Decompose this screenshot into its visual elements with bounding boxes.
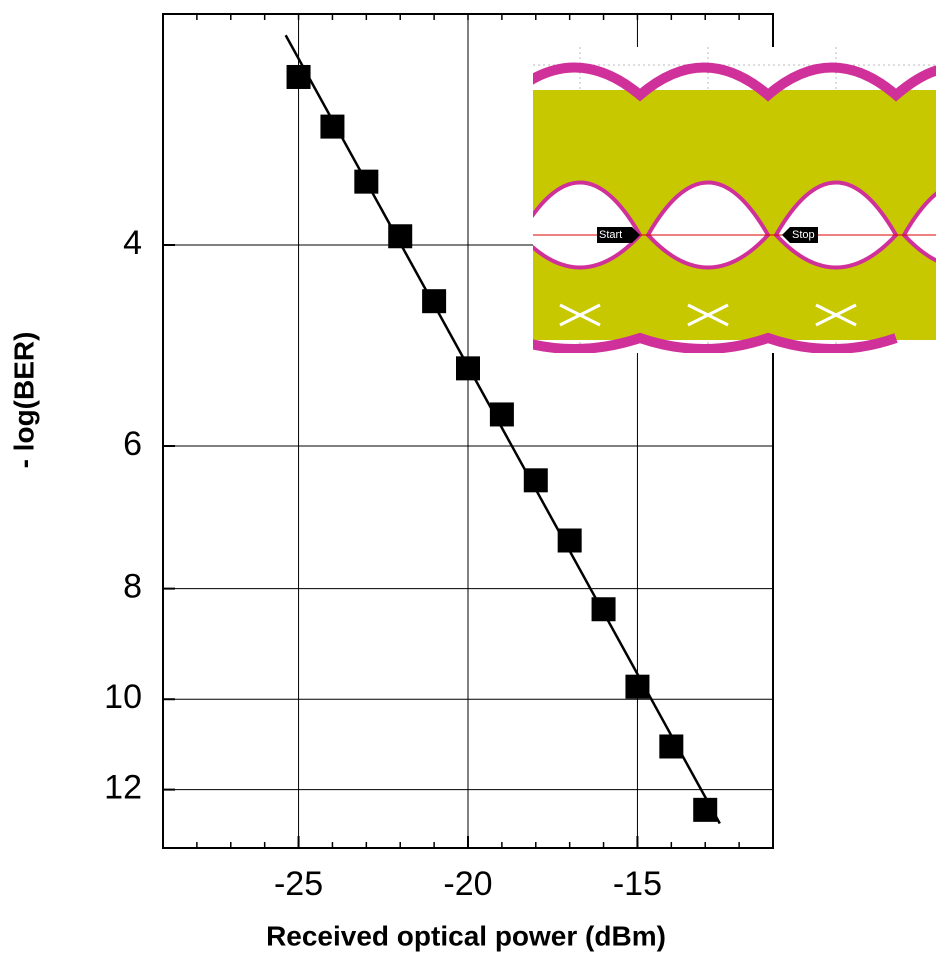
data-point [287, 65, 311, 89]
data-point [354, 170, 378, 194]
data-point [625, 675, 649, 699]
data-point [693, 798, 717, 822]
y-axis-title: - log(BER) [8, 332, 39, 469]
chart: Received optical power (dBm) - log(BER) … [0, 0, 936, 960]
stop-label: Stop [792, 229, 815, 241]
data-point [524, 468, 548, 492]
y-tick-label: 6 [123, 425, 142, 463]
data-point [659, 734, 683, 758]
y-tick-label: 4 [123, 224, 142, 262]
data-point [592, 597, 616, 621]
x-axis-title: Received optical power (dBm) [266, 920, 666, 951]
data-point [320, 115, 344, 139]
x-tick-label: -25 [274, 865, 323, 903]
y-tick-label: 10 [104, 678, 142, 716]
eye-diagram-inset: Start Stop [510, 47, 936, 353]
start-label: Start [599, 229, 622, 241]
data-point [490, 402, 514, 426]
x-tick-label: -20 [443, 865, 492, 903]
x-tick-label: -15 [613, 865, 662, 903]
data-point [422, 289, 446, 313]
y-tick-label: 8 [123, 568, 142, 606]
data-point [388, 224, 412, 248]
data-point [558, 529, 582, 553]
y-tick-label: 12 [104, 769, 142, 807]
data-point [456, 356, 480, 380]
